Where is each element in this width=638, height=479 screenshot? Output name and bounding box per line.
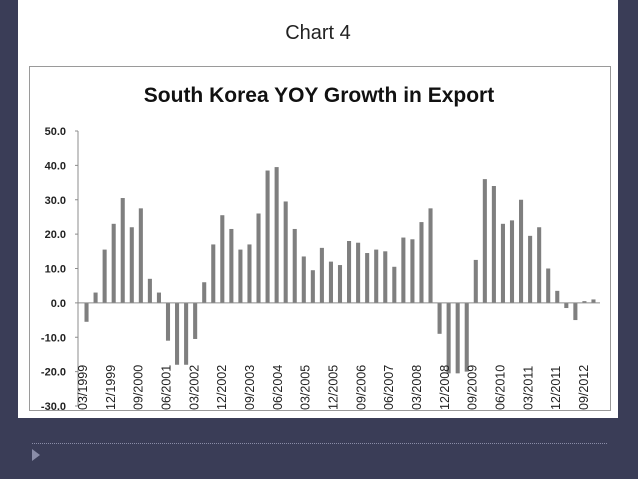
bar bbox=[175, 302, 180, 365]
bar bbox=[328, 261, 333, 303]
bar bbox=[319, 247, 324, 303]
bar bbox=[184, 302, 189, 365]
bar bbox=[537, 227, 542, 303]
y-tick-label: 40.0 bbox=[45, 160, 66, 172]
bar bbox=[265, 170, 270, 303]
bar bbox=[238, 249, 243, 303]
x-tick-label: 12/2011 bbox=[549, 366, 563, 410]
bar bbox=[464, 302, 469, 372]
bar bbox=[482, 179, 487, 303]
bar bbox=[274, 167, 279, 303]
bar bbox=[428, 208, 433, 303]
bar bbox=[591, 299, 596, 303]
x-tick-label: 03/1999 bbox=[76, 365, 90, 410]
y-tick-label: -30.0 bbox=[41, 401, 66, 413]
x-tick-label: 12/2002 bbox=[215, 365, 229, 410]
bar bbox=[374, 249, 379, 303]
x-tick-label: 12/2005 bbox=[327, 365, 341, 410]
y-tick-label: 20.0 bbox=[45, 229, 66, 241]
x-tick-label: 03/2005 bbox=[299, 365, 313, 410]
bar bbox=[419, 222, 424, 303]
bar bbox=[356, 242, 361, 303]
bar bbox=[156, 292, 161, 303]
y-tick-label: -20.0 bbox=[41, 367, 66, 379]
slide-title: Chart 4 bbox=[285, 22, 351, 44]
bar bbox=[410, 239, 415, 303]
bar bbox=[111, 223, 116, 303]
x-tick-label: 03/2002 bbox=[187, 365, 201, 410]
x-tick-label: 09/2003 bbox=[243, 365, 257, 410]
chart-title: South Korea YOY Growth in Export bbox=[143, 84, 495, 107]
x-tick-label: 09/2000 bbox=[132, 365, 146, 410]
bar bbox=[555, 290, 560, 303]
x-tick-label: 09/2012 bbox=[577, 365, 591, 410]
bar bbox=[383, 251, 388, 303]
x-tick-label: 06/2004 bbox=[271, 365, 285, 410]
bar bbox=[129, 227, 134, 303]
bar bbox=[292, 228, 297, 303]
bar bbox=[120, 198, 125, 303]
bar bbox=[147, 278, 152, 303]
bar bbox=[301, 256, 306, 303]
x-tick-label: 06/2007 bbox=[382, 365, 396, 410]
slide-panel: Chart 4 bbox=[18, 0, 618, 418]
bar bbox=[564, 302, 569, 309]
bar bbox=[202, 282, 207, 303]
bar bbox=[165, 302, 171, 341]
x-tick-label: 06/2001 bbox=[160, 365, 174, 410]
bar bbox=[247, 244, 252, 303]
bar bbox=[491, 186, 496, 303]
bar bbox=[528, 235, 533, 303]
x-tick-label: 06/2010 bbox=[494, 365, 508, 410]
bar bbox=[401, 237, 406, 303]
bar bbox=[446, 302, 451, 374]
x-tick-label: 12/2008 bbox=[438, 365, 452, 410]
bullet-arrow-icon bbox=[32, 449, 40, 461]
bar bbox=[93, 292, 98, 303]
bar bbox=[102, 249, 107, 303]
bar bbox=[473, 259, 478, 303]
bar bbox=[211, 244, 216, 303]
footer-divider bbox=[32, 443, 607, 444]
bar bbox=[509, 220, 515, 303]
bar bbox=[519, 199, 524, 303]
bar bbox=[256, 213, 261, 303]
x-tick-label: 12/1999 bbox=[104, 365, 118, 410]
y-tick-label: -10.0 bbox=[41, 332, 66, 344]
bar bbox=[392, 266, 397, 303]
bar bbox=[283, 201, 288, 303]
bar bbox=[337, 265, 343, 303]
bar bbox=[84, 302, 89, 322]
x-tick-label: 09/2006 bbox=[354, 365, 368, 410]
y-tick-label: 0.0 bbox=[51, 298, 66, 310]
y-tick-label: 30.0 bbox=[45, 195, 66, 207]
bar bbox=[193, 302, 198, 339]
x-tick-label: 03/2008 bbox=[410, 365, 424, 410]
bar bbox=[310, 270, 315, 303]
bar bbox=[500, 223, 505, 303]
bar bbox=[573, 302, 578, 321]
bar bbox=[229, 228, 234, 303]
bar bbox=[365, 253, 370, 303]
bar bbox=[455, 302, 460, 374]
bar bbox=[582, 301, 587, 303]
y-tick-label: 10.0 bbox=[45, 264, 66, 276]
y-tick-label: 50.0 bbox=[45, 126, 66, 138]
bar bbox=[138, 208, 143, 303]
bar bbox=[546, 268, 551, 303]
bar bbox=[347, 241, 352, 303]
x-tick-label: 09/2009 bbox=[466, 365, 480, 410]
bar bbox=[437, 302, 442, 334]
x-tick-label: 03/2011 bbox=[521, 366, 535, 410]
bar bbox=[220, 215, 225, 303]
